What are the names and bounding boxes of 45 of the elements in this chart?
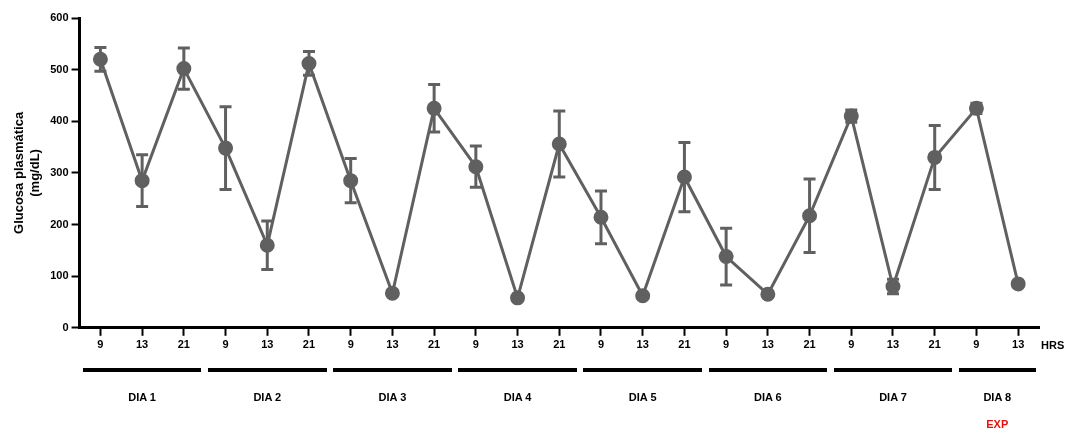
x-tick-label: 13 xyxy=(511,338,524,351)
y-tick-label: 0 xyxy=(62,320,69,333)
y-tick-label: 400 xyxy=(50,114,69,127)
point xyxy=(760,286,776,302)
x-tick-label: 9 xyxy=(973,338,980,351)
x-tick-label: 21 xyxy=(803,338,816,351)
text: DIA 2 xyxy=(253,390,282,403)
x-tick-label: 13 xyxy=(1012,338,1025,351)
text: EXP xyxy=(986,417,1009,430)
x-tick-label: 21 xyxy=(928,338,941,351)
y-tick-label: 600 xyxy=(50,11,69,24)
text: DIA 6 xyxy=(753,390,782,403)
text: DIA 5 xyxy=(628,390,657,403)
text: DIA 1 xyxy=(128,390,156,403)
x-tick-label: 13 xyxy=(761,338,774,351)
x-tick-label: 9 xyxy=(347,338,354,351)
text: DIA 8 xyxy=(983,390,1012,403)
text: DIA 3 xyxy=(378,390,407,403)
x-tick-label: 13 xyxy=(136,338,149,351)
y-axis-title: Glucosa plasmática (mg/dL) xyxy=(11,111,42,234)
x-tick-label: 21 xyxy=(428,338,441,351)
x-tick-label: 9 xyxy=(723,338,730,351)
text: DIA 4 xyxy=(503,390,533,403)
x-tick-label: 21 xyxy=(177,338,190,351)
point xyxy=(635,288,651,304)
y-tick-label: 200 xyxy=(50,217,69,230)
x-tick-label: 9 xyxy=(222,338,229,351)
point xyxy=(510,290,526,306)
x-tick-label: 9 xyxy=(848,338,855,351)
x-tick-label: 13 xyxy=(261,338,274,351)
y-tick-label: 100 xyxy=(50,269,69,282)
x-axis-title: HRS xyxy=(1041,338,1065,351)
x-tick-label: 9 xyxy=(472,338,479,351)
x-tick-label: 13 xyxy=(636,338,649,351)
x-tick-label: 21 xyxy=(553,338,566,351)
y-tick-label: 500 xyxy=(50,62,69,75)
y-tick-label: 300 xyxy=(50,165,69,178)
x-tick-label: 13 xyxy=(886,338,900,351)
x-tick-label: 9 xyxy=(97,338,104,351)
text: DIA 7 xyxy=(879,390,907,403)
point xyxy=(1010,276,1026,292)
x-tick-label: 21 xyxy=(302,338,316,351)
x-tick-label: 21 xyxy=(678,338,691,351)
x-tick-label: 13 xyxy=(386,338,399,351)
x-tick-label: 9 xyxy=(597,338,605,351)
